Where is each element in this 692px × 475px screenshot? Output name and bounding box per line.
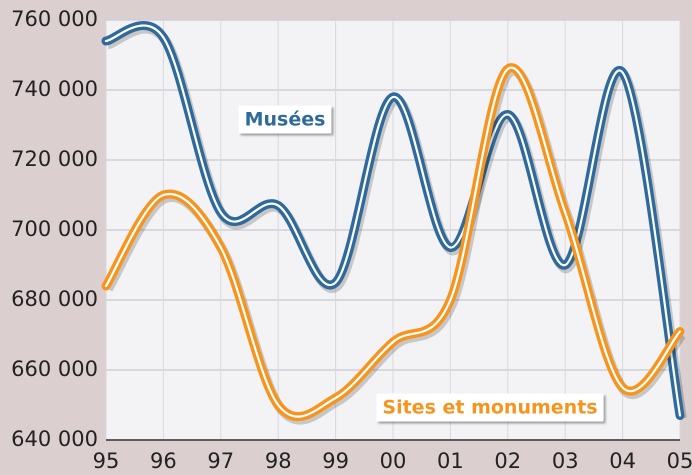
x-tick-label: 98: [265, 449, 292, 473]
y-tick-label: 720 000: [11, 147, 98, 171]
x-tick-label: 95: [93, 449, 120, 473]
y-tick-label: 640 000: [11, 427, 98, 451]
y-tick-label: 740 000: [11, 77, 98, 101]
x-tick-label: 04: [609, 449, 636, 473]
x-tick-label: 99: [322, 449, 349, 473]
y-tick-label: 760 000: [11, 7, 98, 31]
series-label: Sites et monuments: [382, 397, 597, 419]
y-tick-label: 660 000: [11, 357, 98, 381]
line-highlight: [104, 66, 682, 418]
x-tick-label: 00: [380, 449, 407, 473]
x-tick-label: 02: [494, 449, 521, 473]
x-tick-label: 97: [207, 449, 234, 473]
line-highlight: [104, 24, 682, 417]
label-box: [376, 393, 604, 422]
y-tick-label: 700 000: [11, 217, 98, 241]
x-tick-label: 96: [150, 449, 177, 473]
x-tick-label: 01: [437, 449, 464, 473]
series-label: Musées: [245, 109, 326, 131]
label-box: [238, 105, 332, 134]
x-tick-label: 03: [552, 449, 579, 473]
y-tick-label: 680 000: [11, 287, 98, 311]
x-tick-label: 05: [667, 449, 692, 473]
